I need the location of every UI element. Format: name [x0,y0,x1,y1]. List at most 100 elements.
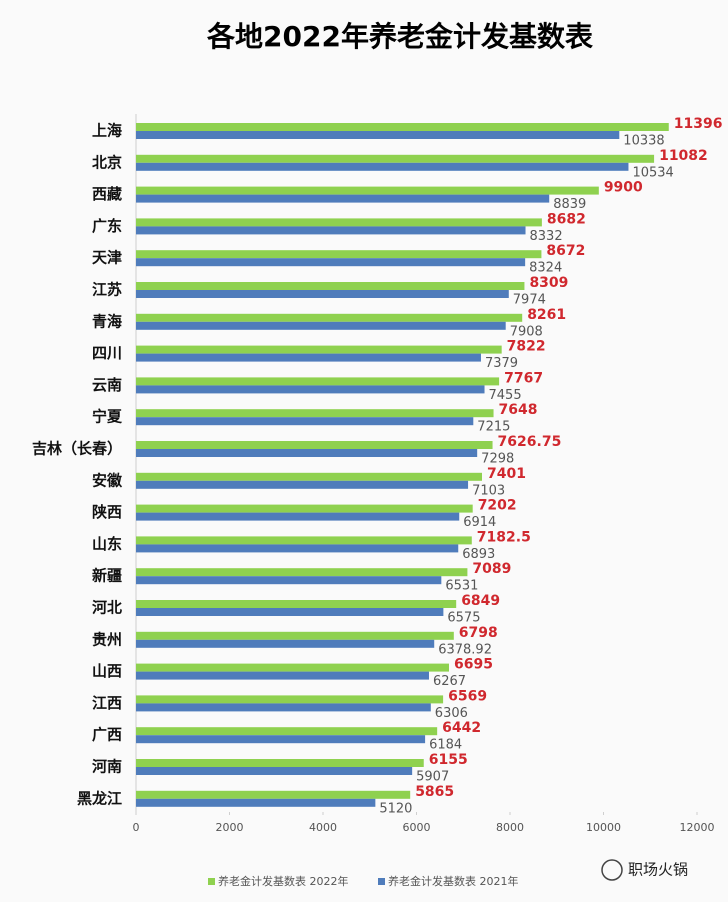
data-label: 6378.92 [438,642,492,657]
category-label: 北京 [92,153,122,171]
x-tick-label: 8000 [496,821,524,834]
category-label: 河南 [92,758,122,776]
data-label: 6155 [429,752,468,768]
data-label: 7822 [507,339,546,355]
data-label: 6184 [429,738,462,753]
category-label: 天津 [92,249,122,267]
bar [136,576,442,585]
category-label: 上海 [92,122,122,140]
data-label: 7379 [485,356,518,371]
watermark: 职场火锅 [601,859,688,881]
data-label: 6695 [454,657,493,673]
bar [136,186,599,195]
data-label: 7202 [478,498,517,514]
category-label: 黑龙江 [77,789,122,807]
bar [136,568,468,577]
bar [136,162,629,171]
legend-swatch [208,878,215,885]
category-label: 安徽 [92,471,123,489]
category-label: 广东 [92,217,122,235]
data-label: 7401 [487,466,526,482]
bar [136,472,482,481]
category-label: 山东 [92,535,122,553]
bar [136,703,431,712]
watermark-icon [601,859,623,881]
category-label: 河北 [92,599,122,617]
data-label: 7626.75 [498,434,562,450]
bar [136,282,525,290]
bar [136,544,459,553]
bar [136,313,523,322]
data-label: 7767 [504,370,543,386]
legend-label: 养老金计发基数表 2022年 [218,874,349,888]
x-tick-label: 4000 [309,821,337,834]
category-label: 山西 [92,662,122,680]
data-label: 7298 [481,452,514,467]
bar [136,226,526,235]
bar [136,480,469,489]
data-label: 8261 [527,307,566,323]
bar [136,385,485,394]
data-label: 8672 [546,243,585,259]
category-label: 陕西 [92,503,122,521]
data-label: 8324 [529,261,562,276]
data-label: 5907 [416,770,449,785]
bar [136,417,474,426]
data-label: 7648 [499,402,538,418]
bar [136,767,413,775]
data-label: 6893 [462,547,495,562]
data-label: 8332 [530,229,563,244]
data-label: 6914 [463,515,496,530]
bar [136,123,669,131]
data-label: 7103 [472,483,505,498]
data-label: 10338 [623,134,664,149]
bar [136,409,494,418]
bar [136,258,526,267]
data-label: 8309 [529,275,568,291]
data-label: 6569 [448,688,487,704]
chart-title: 各地2022年养老金计发基数表 [206,20,593,53]
data-label: 8682 [547,211,586,227]
data-label: 5865 [415,784,454,800]
bar [136,639,435,648]
bar [136,504,473,513]
legend-label: 养老金计发基数表 2021年 [388,874,519,888]
bar [136,377,500,386]
category-label: 广西 [92,726,122,744]
data-label: 6798 [459,625,498,641]
x-tick-label: 10000 [586,821,621,834]
bar [136,194,550,203]
bar [136,798,376,807]
category-label: 吉林（长春） [32,440,122,458]
category-label: 青海 [92,312,122,330]
bar [136,441,493,449]
category-label: 新疆 [92,567,122,585]
watermark-text: 职场火锅 [628,861,688,879]
bar [136,512,460,521]
data-label: 6575 [447,611,480,626]
data-label: 9900 [604,180,643,196]
x-tick-label: 6000 [403,821,431,834]
data-label: 6306 [435,706,468,721]
data-label: 10534 [632,165,673,180]
data-label: 7455 [489,388,522,403]
bar [136,695,444,704]
category-label: 四川 [92,344,122,362]
data-label: 6442 [442,720,481,736]
category-label: 宁夏 [92,408,123,426]
legend-swatch [378,878,385,885]
x-tick-label: 2000 [216,821,244,834]
bar [136,345,502,354]
bar [136,218,542,227]
category-label: 江苏 [92,281,122,299]
data-label: 7089 [472,561,511,577]
bar [136,250,542,259]
category-label: 贵州 [92,630,122,648]
bar [136,735,426,744]
bar [136,154,655,163]
x-tick-label: 12000 [680,821,715,834]
data-label: 6531 [445,579,478,594]
bar [136,631,454,640]
data-label: 7974 [513,293,546,308]
